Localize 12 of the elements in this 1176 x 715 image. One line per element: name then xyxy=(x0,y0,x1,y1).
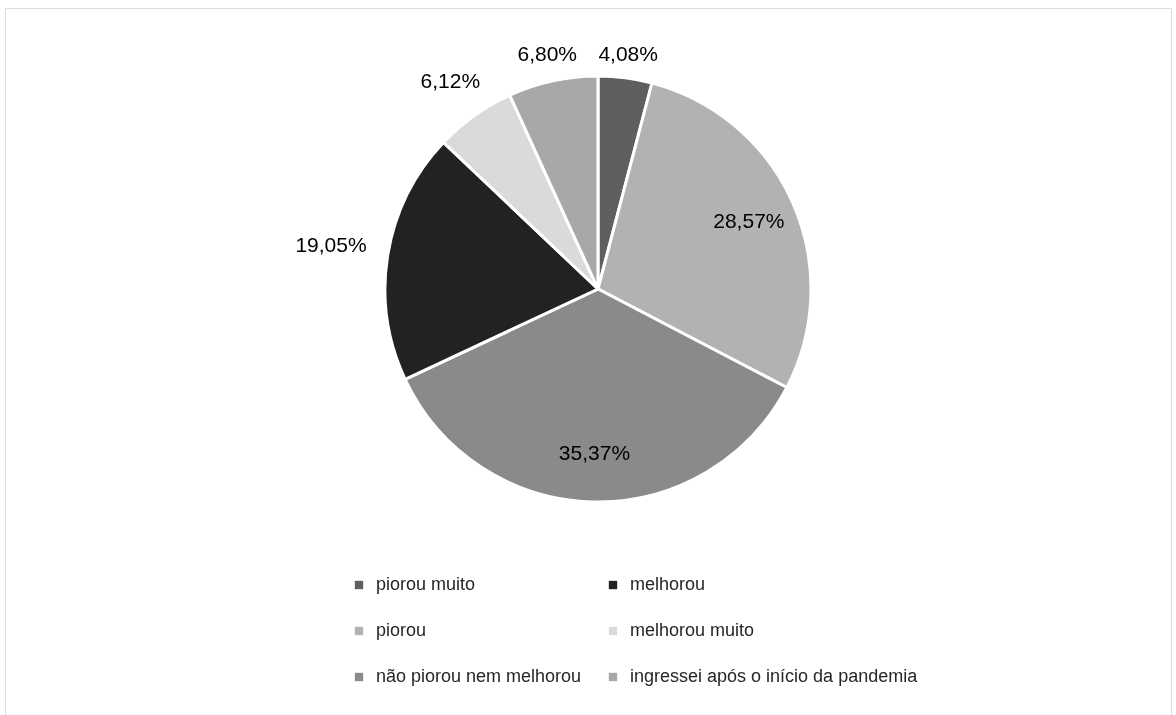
data-label: 6,80% xyxy=(517,41,577,65)
data-label: 6,12% xyxy=(420,69,481,93)
data-label: 35,37% xyxy=(558,440,631,464)
data-label: 19,05% xyxy=(295,232,367,256)
legend-label: não piorou nem melhorou xyxy=(376,666,582,686)
legend-label: piorou muito xyxy=(376,574,476,594)
legend-label: melhorou xyxy=(630,574,706,594)
legend-label: ingressei após o início da pandemia xyxy=(630,666,919,686)
data-label: 4,08% xyxy=(598,41,658,65)
legend-label: piorou xyxy=(376,620,427,640)
data-label: 28,57% xyxy=(713,209,785,233)
legend-label: melhorou muito xyxy=(630,620,755,640)
